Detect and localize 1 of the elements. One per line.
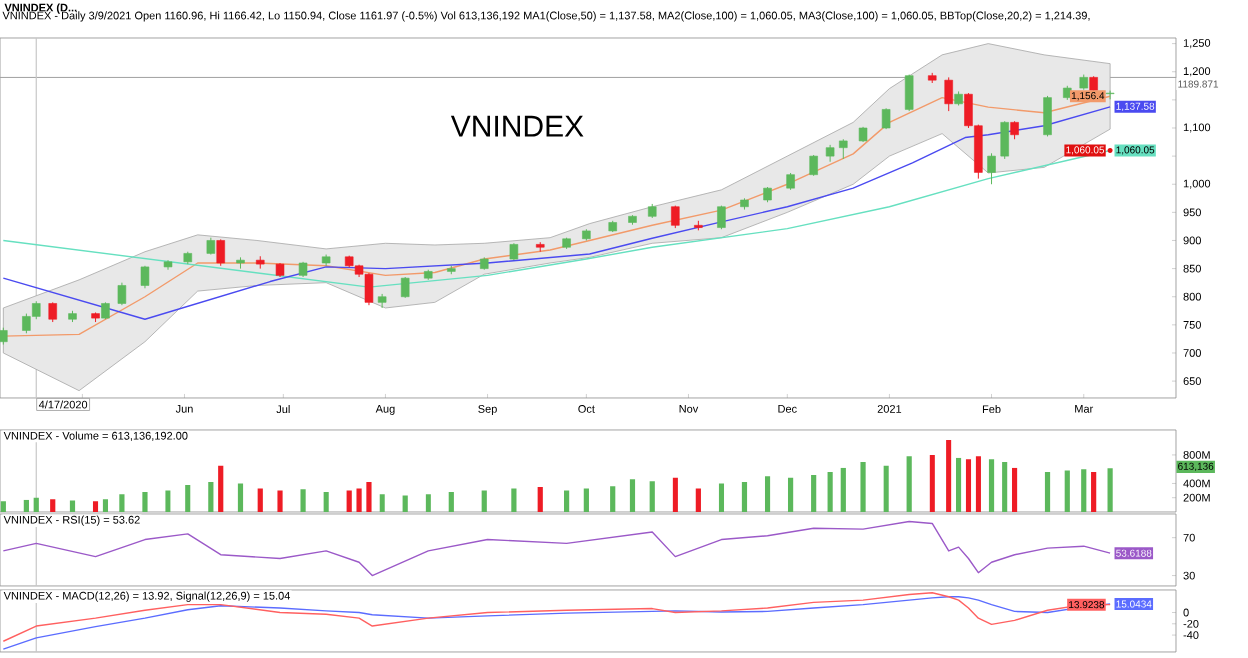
- annotation: VNINDEX: [450, 115, 584, 137]
